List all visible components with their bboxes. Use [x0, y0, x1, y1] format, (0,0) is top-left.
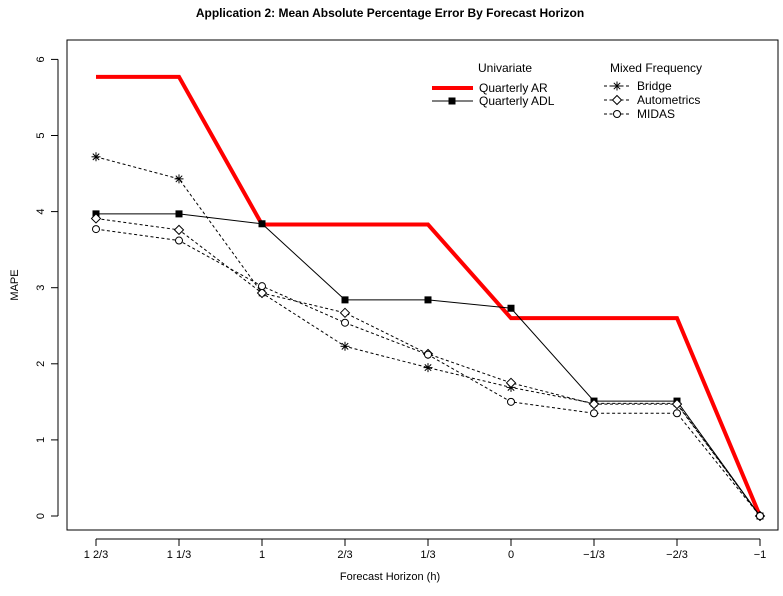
chart-title: Application 2: Mean Absolute Percentage … [196, 6, 584, 20]
data-point [674, 410, 681, 417]
y-tick-label: 6 [35, 56, 47, 62]
data-point [175, 174, 184, 183]
data-point [175, 225, 184, 234]
x-tick-label: 1 1/3 [167, 549, 191, 561]
legend-heading: Mixed Frequency [610, 61, 702, 75]
y-tick-label: 0 [35, 513, 47, 519]
data-point [757, 513, 764, 520]
series-line [96, 229, 760, 516]
y-tick-label: 2 [35, 361, 47, 367]
legend-label: Bridge [637, 79, 672, 93]
series-line [96, 157, 760, 516]
data-point [508, 398, 515, 405]
legend-label: Quarterly AR [479, 81, 548, 95]
legend-item: Autometrics [604, 93, 700, 107]
y-axis-label: MAPE [9, 269, 21, 300]
data-point [259, 283, 266, 290]
legend-marker [449, 98, 456, 105]
series-midas [93, 226, 764, 520]
legend-item: MIDAS [604, 107, 675, 121]
x-tick-label: 1 2/3 [84, 549, 108, 561]
y-tick-label: 4 [35, 209, 47, 215]
data-point [425, 351, 432, 358]
data-point [425, 296, 432, 303]
x-axis-label: Forecast Horizon (h) [340, 571, 440, 583]
legend-item: Quarterly AR [432, 81, 548, 95]
legend: Univariate Mixed Frequency Quarterly ARQua… [432, 61, 702, 121]
legend-marker [613, 96, 622, 105]
data-point [507, 378, 516, 387]
data-point [341, 308, 350, 317]
x-tick-label: 1/3 [420, 549, 435, 561]
x-tick-label: 2/3 [337, 549, 352, 561]
data-point [92, 152, 101, 161]
data-point [424, 363, 433, 372]
x-tick-label: 1 [259, 549, 265, 561]
x-tick-label: −2/3 [666, 549, 688, 561]
legend-marker [613, 82, 622, 91]
data-point [342, 319, 349, 326]
legend-item: Bridge [604, 79, 672, 93]
y-tick-label: 1 [35, 437, 47, 443]
x-tick-label: −1/3 [583, 549, 605, 561]
axes: 1 2/3 1 1/3 1 2/3 1/3 0 −1/3 −2/3 −1 0 1 2 3 4 5 6 [35, 56, 766, 561]
legend-label: Quarterly ADL [479, 94, 555, 108]
y-tick-label: 5 [35, 132, 47, 138]
data-point [342, 296, 349, 303]
y-tick-label: 3 [35, 285, 47, 291]
data-point [93, 226, 100, 233]
legend-label: MIDAS [637, 107, 675, 121]
series-layer [92, 77, 765, 521]
data-point [176, 237, 183, 244]
data-point [259, 220, 266, 227]
series-bridge [92, 152, 765, 520]
data-point [591, 410, 598, 417]
x-tick-label: 0 [508, 549, 514, 561]
legend-marker [614, 111, 621, 118]
data-point [508, 305, 515, 312]
x-tick-label: −1 [754, 549, 767, 561]
legend-label: Autometrics [637, 93, 700, 107]
legend-heading: Univariate [478, 61, 532, 75]
data-point [341, 342, 350, 351]
legend-item: Quarterly ADL [432, 94, 555, 108]
data-point [176, 210, 183, 217]
